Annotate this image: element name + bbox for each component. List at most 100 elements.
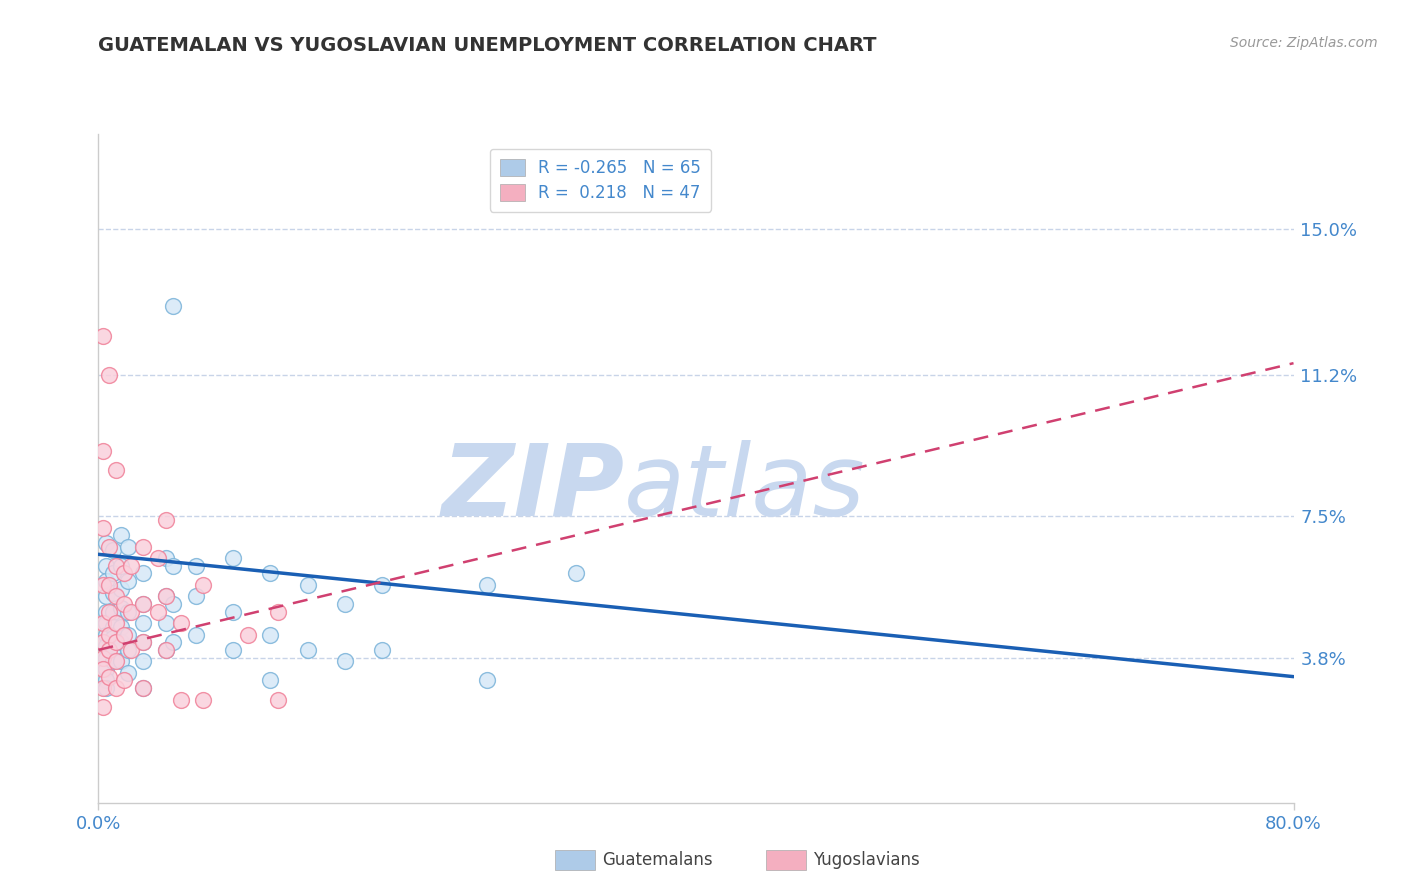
Point <box>110 528 132 542</box>
Point <box>162 299 184 313</box>
Point <box>94 681 117 695</box>
Point <box>132 635 155 649</box>
Point <box>259 566 281 581</box>
Point <box>162 558 184 573</box>
Text: atlas: atlas <box>624 440 866 537</box>
Point <box>94 662 117 676</box>
Point <box>222 605 245 619</box>
Point <box>91 616 114 631</box>
Point <box>103 654 125 668</box>
Point <box>91 662 114 676</box>
Point <box>94 536 117 550</box>
Point <box>94 639 117 653</box>
Point <box>117 574 139 588</box>
Point <box>105 681 128 695</box>
Point <box>110 582 132 596</box>
Legend: R = -0.265   N = 65, R =  0.218   N = 47: R = -0.265 N = 65, R = 0.218 N = 47 <box>489 149 711 211</box>
Point <box>117 605 139 619</box>
Point <box>97 643 120 657</box>
Point <box>103 543 125 558</box>
Point <box>155 643 177 657</box>
Point <box>155 590 177 604</box>
Point <box>103 605 125 619</box>
Point <box>105 635 128 649</box>
Point <box>91 700 114 714</box>
Point <box>94 673 117 688</box>
Point <box>105 654 128 668</box>
Point <box>267 692 290 706</box>
Point <box>132 635 155 649</box>
Point <box>97 605 120 619</box>
Point <box>94 627 117 641</box>
Point <box>120 605 142 619</box>
Point <box>155 513 177 527</box>
Point <box>103 566 125 581</box>
Point <box>132 597 155 611</box>
Point <box>103 643 125 657</box>
Point <box>97 578 120 592</box>
Point <box>110 558 132 573</box>
Point <box>155 551 177 566</box>
Point <box>112 627 135 641</box>
Point <box>191 692 214 706</box>
Point <box>475 578 498 592</box>
Point <box>112 566 135 581</box>
Point <box>105 463 128 477</box>
Point <box>132 597 155 611</box>
Point <box>117 665 139 680</box>
Point <box>132 681 155 695</box>
Point <box>120 558 142 573</box>
Point <box>333 597 356 611</box>
Point <box>117 540 139 554</box>
Text: Source: ZipAtlas.com: Source: ZipAtlas.com <box>1230 36 1378 50</box>
Point <box>94 605 117 619</box>
Point <box>371 578 394 592</box>
Point <box>475 673 498 688</box>
Point <box>110 654 132 668</box>
Point <box>169 616 191 631</box>
Point <box>117 627 139 641</box>
Point <box>259 627 281 641</box>
Point <box>191 578 214 592</box>
Point <box>97 368 120 382</box>
Point <box>162 597 184 611</box>
Point <box>333 654 356 668</box>
Point <box>97 670 120 684</box>
Point <box>132 540 155 554</box>
Point <box>117 643 139 657</box>
Point <box>103 585 125 599</box>
Point <box>267 605 290 619</box>
Point <box>110 620 132 634</box>
Text: Yugoslavians: Yugoslavians <box>813 851 920 869</box>
Text: ZIP: ZIP <box>441 440 624 537</box>
Point <box>112 673 135 688</box>
Point <box>132 616 155 631</box>
Point <box>105 558 128 573</box>
Point <box>155 616 177 631</box>
Point <box>91 650 114 665</box>
Point <box>94 558 117 573</box>
Point <box>105 616 128 631</box>
Point <box>222 643 245 657</box>
Point <box>94 650 117 665</box>
Point <box>91 520 114 534</box>
Point <box>103 632 125 646</box>
Point <box>236 627 259 641</box>
Point <box>94 590 117 604</box>
Point <box>184 558 207 573</box>
Point <box>105 590 128 604</box>
Point <box>162 635 184 649</box>
Point <box>91 635 114 649</box>
Point <box>184 627 207 641</box>
Point <box>148 605 170 619</box>
Point <box>155 590 177 604</box>
Text: Guatemalans: Guatemalans <box>602 851 713 869</box>
Point <box>94 616 117 631</box>
Point <box>259 673 281 688</box>
Point <box>110 600 132 615</box>
Point <box>97 627 120 641</box>
Point <box>97 540 120 554</box>
Point <box>155 643 177 657</box>
Point <box>132 654 155 668</box>
Point <box>169 692 191 706</box>
